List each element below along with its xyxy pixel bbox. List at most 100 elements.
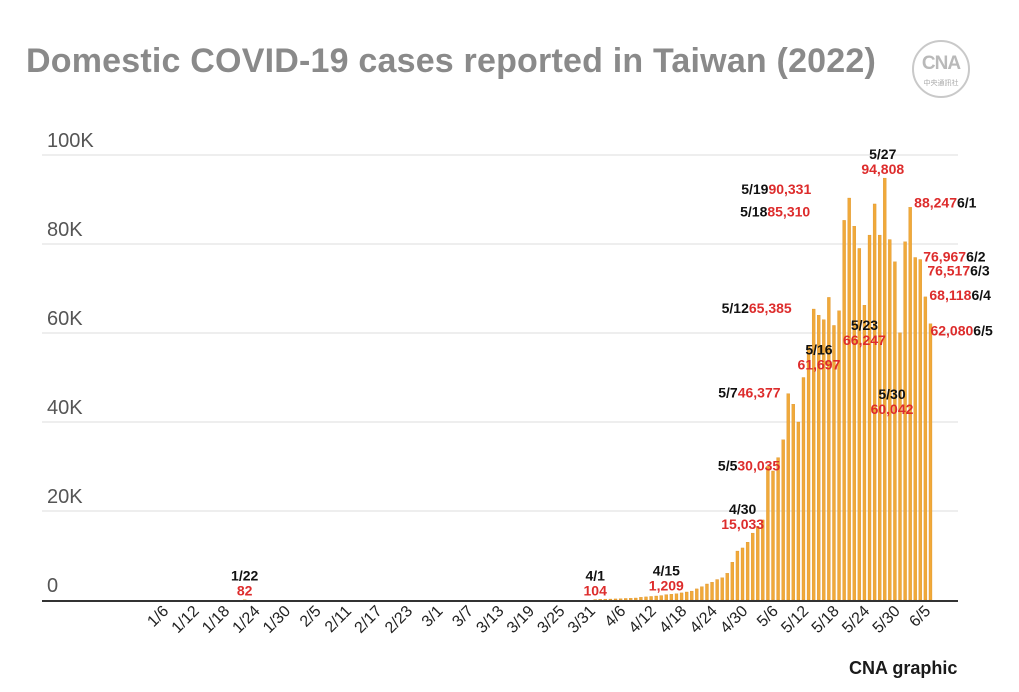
bar bbox=[771, 470, 775, 601]
annotation-value: 46,377 bbox=[738, 385, 781, 401]
annotation-date: 5/27 bbox=[869, 146, 896, 162]
y-tick-label: 20K bbox=[47, 486, 83, 508]
annotation-date: 5/7 bbox=[718, 385, 738, 401]
bar bbox=[888, 239, 892, 601]
annotation-value: 82 bbox=[237, 583, 253, 599]
bar bbox=[608, 598, 613, 601]
bar bbox=[618, 598, 623, 601]
bar bbox=[928, 323, 933, 601]
annotation-label: 68,1186/4 bbox=[929, 287, 991, 303]
bar bbox=[690, 590, 694, 601]
x-tick-label: 1/18 bbox=[199, 603, 233, 637]
annotation-label: 76,9676/2 bbox=[923, 248, 986, 264]
annotation-date: 4/1 bbox=[585, 568, 605, 584]
annotation-label: 5/1265,385 bbox=[722, 300, 792, 316]
bar bbox=[847, 197, 851, 601]
bar bbox=[730, 562, 735, 601]
annotation-date: 5/16 bbox=[805, 341, 832, 357]
x-tick-label: 3/7 bbox=[449, 603, 477, 631]
x-tick-label: 2/11 bbox=[322, 603, 355, 636]
bar bbox=[852, 226, 856, 601]
annotation-date: 5/18 bbox=[740, 203, 767, 219]
annotation-date: 1/22 bbox=[231, 568, 258, 584]
bar bbox=[796, 421, 801, 601]
bar bbox=[603, 598, 608, 601]
cna-logo-subtitle: 中央通訊社 bbox=[923, 80, 959, 87]
annotation-label: 76,5176/3 bbox=[927, 262, 990, 278]
annotation-value: 62,080 bbox=[930, 323, 973, 339]
annotation-date: 5/19 bbox=[741, 181, 768, 197]
annotation-date: 6/1 bbox=[957, 194, 977, 210]
annotation-date: 5/5 bbox=[718, 457, 738, 473]
x-tick-label: 5/12 bbox=[778, 603, 812, 637]
y-tick-label: 40K bbox=[47, 397, 83, 419]
x-tick-label: 3/31 bbox=[565, 603, 599, 637]
bar bbox=[867, 234, 872, 601]
x-tick-label: 4/30 bbox=[717, 603, 751, 637]
bar bbox=[898, 332, 902, 601]
source-credit: CNA graphic bbox=[849, 658, 958, 678]
annotation-date: 5/23 bbox=[851, 317, 878, 333]
bar bbox=[918, 259, 922, 601]
annotation-date: 5/30 bbox=[878, 386, 905, 402]
x-tick-label: 5/24 bbox=[839, 603, 873, 637]
bar bbox=[639, 597, 643, 601]
annotation-label: 5/1885,310 bbox=[740, 203, 810, 219]
bar bbox=[837, 310, 841, 601]
x-tick-label: 2/5 bbox=[297, 603, 325, 631]
annotation-value: 66,247 bbox=[843, 332, 886, 348]
x-tick-label: 1/24 bbox=[230, 603, 264, 637]
x-tick-label: 4/18 bbox=[656, 603, 690, 637]
bar bbox=[695, 588, 699, 601]
bar bbox=[735, 550, 740, 601]
bar bbox=[857, 248, 862, 601]
annotation-value: 65,385 bbox=[749, 300, 792, 316]
bars bbox=[243, 177, 933, 601]
bar bbox=[679, 592, 684, 601]
annotation-value: 85,310 bbox=[767, 203, 810, 219]
bar bbox=[664, 594, 668, 601]
bar bbox=[669, 594, 674, 601]
bar bbox=[725, 573, 729, 601]
bar bbox=[624, 598, 628, 601]
bar bbox=[598, 599, 602, 601]
y-tick-label: 60K bbox=[47, 308, 83, 330]
annotation-value: 60,042 bbox=[871, 401, 914, 417]
x-tick-label: 1/30 bbox=[260, 603, 294, 637]
x-tick-label: 1/6 bbox=[144, 603, 172, 631]
annotation-value: 104 bbox=[584, 583, 608, 599]
y-tick-label: 0 bbox=[47, 575, 58, 597]
bar bbox=[720, 577, 724, 601]
bar bbox=[842, 220, 846, 601]
annotation-date: 6/3 bbox=[970, 262, 990, 278]
bar bbox=[878, 234, 882, 601]
annotation-label: 62,0806/5 bbox=[930, 323, 993, 339]
x-tick-label: 5/18 bbox=[809, 603, 843, 637]
bar bbox=[745, 542, 750, 601]
bar bbox=[629, 598, 633, 601]
bar bbox=[913, 257, 917, 601]
bar bbox=[751, 532, 755, 601]
annotation-value: 88,247 bbox=[914, 194, 957, 210]
x-tick-label: 4/12 bbox=[626, 603, 660, 637]
annotation-value: 15,033 bbox=[721, 516, 764, 532]
bar bbox=[781, 439, 785, 601]
annotation-value: 1,209 bbox=[649, 578, 684, 594]
bar bbox=[659, 595, 663, 601]
cna-logo-mark: CNA bbox=[921, 53, 961, 74]
bar bbox=[634, 597, 638, 601]
annotation-label: 88,2476/1 bbox=[914, 194, 977, 210]
x-tick-label: 1/12 bbox=[169, 603, 203, 637]
annotation-value: 94,808 bbox=[861, 161, 904, 177]
bar bbox=[700, 586, 704, 601]
bar bbox=[613, 598, 618, 601]
bar bbox=[791, 404, 795, 601]
annotation-date: 6/5 bbox=[973, 323, 993, 339]
bar bbox=[705, 583, 709, 601]
bar bbox=[862, 305, 867, 601]
bar bbox=[593, 599, 597, 601]
gridlines bbox=[42, 154, 958, 512]
y-tick-label: 80K bbox=[47, 219, 83, 241]
bar bbox=[715, 579, 719, 601]
